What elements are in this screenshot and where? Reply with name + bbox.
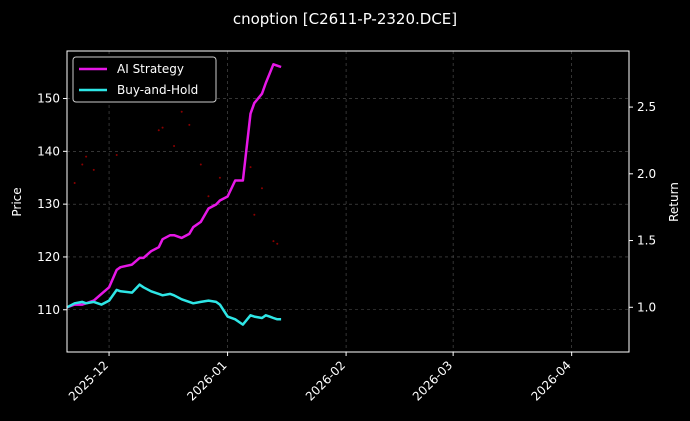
price-point bbox=[207, 195, 210, 198]
price-point bbox=[276, 242, 279, 245]
price-point bbox=[188, 123, 191, 126]
plot-frame bbox=[66, 50, 630, 353]
price-point bbox=[272, 240, 275, 243]
price-point bbox=[92, 168, 95, 171]
y-left-tick-label: 120 bbox=[37, 250, 60, 264]
y-axis-right-label: Return bbox=[667, 182, 681, 222]
price-point bbox=[260, 187, 263, 190]
y-axis-left: 110 120 130 140 150 bbox=[37, 92, 67, 317]
y-right-tick-label: 2.5 bbox=[637, 100, 656, 114]
series-line-buy-and-hold bbox=[66, 283, 282, 326]
series-lines bbox=[66, 63, 282, 326]
price-points bbox=[66, 110, 279, 308]
price-point bbox=[85, 155, 88, 158]
y-left-tick-label: 110 bbox=[37, 303, 60, 317]
price-point bbox=[249, 166, 252, 169]
price-point bbox=[180, 110, 183, 113]
price-point bbox=[73, 182, 76, 185]
price-point bbox=[173, 145, 176, 148]
price-point bbox=[157, 129, 160, 132]
legend: AI Strategy Buy-and-Hold bbox=[72, 56, 217, 103]
y-left-tick-label: 150 bbox=[37, 92, 60, 106]
chart-title: cnoption [C2611-P-2320.DCE] bbox=[233, 10, 457, 28]
price-point bbox=[161, 126, 164, 129]
y-right-tick-label: 2.0 bbox=[637, 167, 656, 181]
series-line-ai-strategy bbox=[66, 63, 282, 309]
legend-label-buy-and-hold: Buy-and-Hold bbox=[117, 83, 198, 97]
y-axis-left-label: Price bbox=[10, 187, 24, 216]
price-point bbox=[218, 176, 221, 179]
price-point bbox=[253, 213, 256, 216]
legend-box bbox=[72, 56, 217, 103]
legend-label-ai-strategy: AI Strategy bbox=[117, 62, 184, 76]
price-point bbox=[199, 163, 202, 166]
y-left-tick-label: 130 bbox=[37, 197, 60, 211]
y-right-tick-label: 1.5 bbox=[637, 234, 656, 248]
price-point bbox=[115, 154, 118, 157]
y-left-tick-label: 140 bbox=[37, 144, 60, 158]
y-axis-right: 1.0 1.5 2.0 2.5 bbox=[629, 100, 656, 314]
y-right-tick-label: 1.0 bbox=[637, 300, 656, 314]
price-point bbox=[81, 163, 84, 166]
